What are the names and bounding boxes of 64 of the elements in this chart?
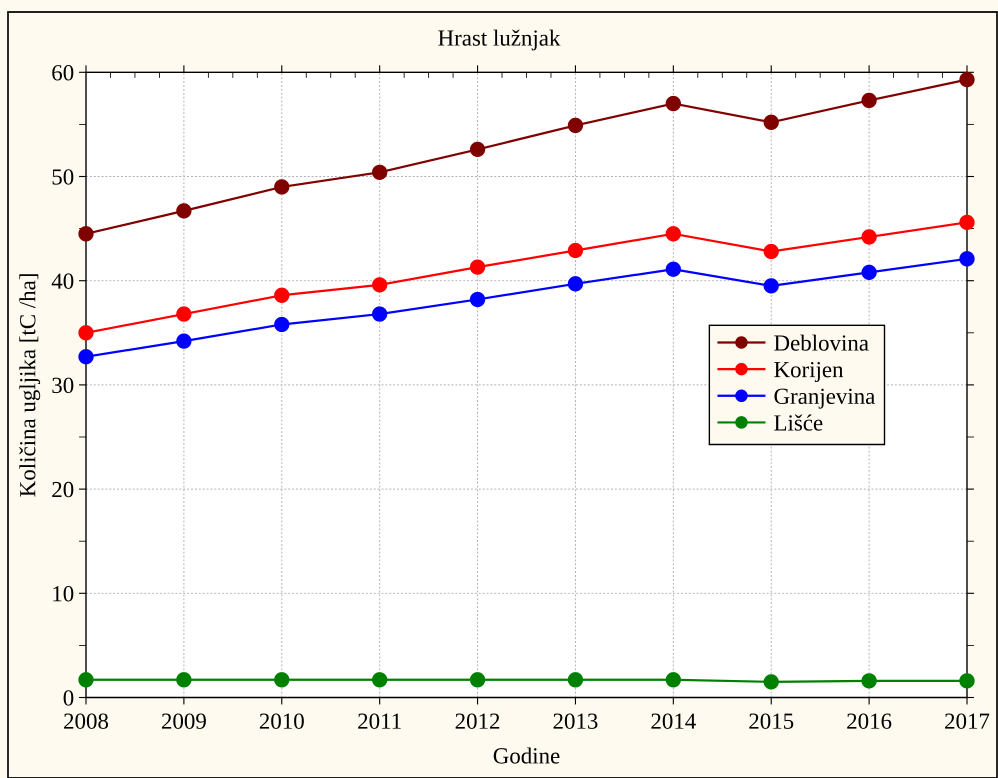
legend-label: Deblovina bbox=[774, 334, 869, 351]
y-tick-label: 20 bbox=[52, 482, 74, 498]
x-tick-label: 2008 bbox=[64, 713, 108, 729]
point bbox=[568, 118, 584, 134]
point bbox=[274, 316, 290, 332]
point bbox=[372, 164, 388, 180]
point bbox=[176, 306, 192, 322]
y-tick-label: 10 bbox=[53, 586, 74, 602]
point bbox=[764, 278, 779, 294]
point bbox=[666, 96, 681, 112]
point bbox=[274, 672, 290, 688]
y-tick-label: 50 bbox=[52, 169, 74, 185]
point bbox=[470, 142, 486, 158]
legend-label: Korijen bbox=[774, 362, 844, 382]
point bbox=[568, 276, 584, 292]
x-tick-label: 2012 bbox=[456, 713, 500, 729]
y-tick-label: 0 bbox=[64, 690, 74, 706]
legend-label: Granjevina bbox=[774, 388, 876, 409]
point bbox=[959, 251, 975, 266]
point bbox=[666, 672, 681, 688]
point bbox=[666, 226, 681, 242]
point bbox=[861, 229, 877, 245]
point bbox=[764, 244, 779, 260]
point bbox=[959, 72, 975, 88]
point bbox=[176, 203, 192, 219]
point bbox=[764, 114, 779, 130]
point bbox=[372, 306, 388, 322]
y-tick-label: 40 bbox=[52, 273, 74, 289]
x-tick-label: 2009 bbox=[162, 713, 206, 729]
point bbox=[568, 672, 584, 688]
point bbox=[78, 226, 94, 242]
x-tick-label: 2011 bbox=[358, 713, 401, 729]
point bbox=[274, 288, 290, 303]
x-tick-label: 2017 bbox=[945, 713, 990, 729]
point bbox=[861, 92, 877, 108]
point bbox=[666, 262, 681, 277]
chart-title: Hrast lužnjak bbox=[438, 30, 560, 50]
legend-label: Lišće bbox=[774, 414, 822, 431]
point bbox=[959, 673, 975, 688]
point bbox=[470, 672, 486, 688]
y-tick-label: 30 bbox=[52, 378, 74, 394]
x-tick-label: 2013 bbox=[554, 713, 598, 729]
point bbox=[78, 325, 94, 340]
x-tick-label: 2014 bbox=[651, 713, 696, 729]
x-axis-title: Godine bbox=[494, 747, 560, 764]
point bbox=[274, 179, 290, 195]
point bbox=[861, 673, 877, 688]
point bbox=[861, 264, 877, 280]
x-tick-label: 2010 bbox=[260, 713, 304, 729]
point bbox=[372, 672, 388, 688]
y-axis-title: Količina ugljika [tC /ha] bbox=[19, 274, 40, 497]
point bbox=[372, 277, 388, 293]
point bbox=[78, 349, 94, 364]
point bbox=[764, 674, 779, 690]
point bbox=[176, 672, 192, 688]
point bbox=[78, 672, 94, 688]
point bbox=[470, 292, 486, 308]
x-tick-label: 2016 bbox=[847, 713, 892, 729]
x-tick-label: 2015 bbox=[749, 713, 794, 729]
y-tick-label: 60 bbox=[52, 65, 74, 80]
point bbox=[568, 242, 584, 258]
point bbox=[959, 214, 975, 230]
point bbox=[470, 260, 486, 275]
point bbox=[176, 333, 192, 349]
